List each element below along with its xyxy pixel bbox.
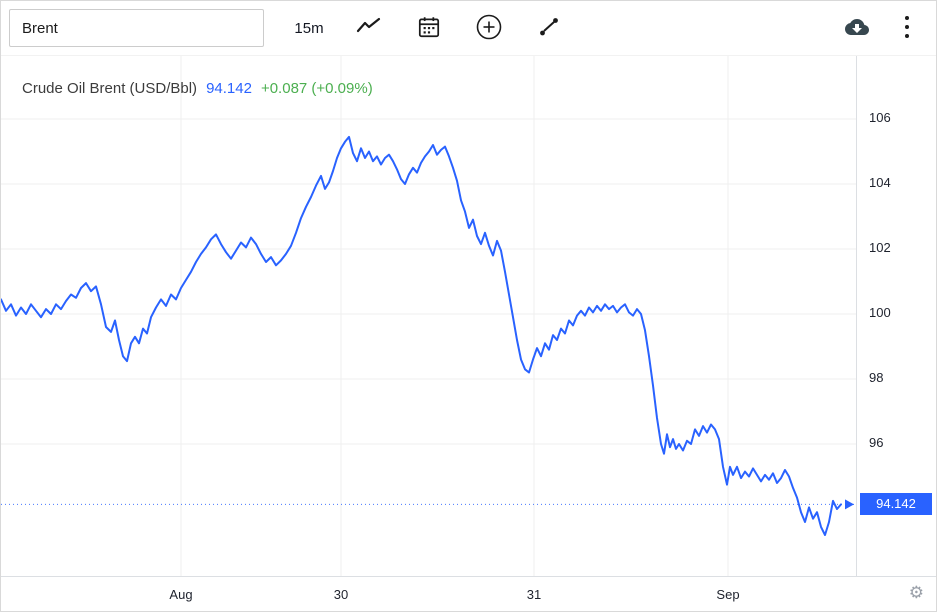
compare-add-button[interactable] bbox=[474, 10, 504, 46]
chart-type-button[interactable] bbox=[354, 10, 384, 46]
menu-button[interactable] bbox=[892, 10, 922, 46]
plus-circle-icon bbox=[475, 13, 503, 44]
last-price: 94.142 bbox=[206, 80, 252, 97]
price-tick-label: 104 bbox=[869, 175, 891, 190]
chart-title: Crude Oil Brent (USD/Bbl) bbox=[22, 80, 198, 97]
calendar-button[interactable] bbox=[414, 10, 444, 46]
calendar-icon bbox=[416, 14, 442, 43]
cloud-download-icon bbox=[842, 15, 872, 42]
toolbar: 15m bbox=[1, 1, 936, 56]
interval-button[interactable]: 15m bbox=[294, 10, 324, 46]
time-tick-label: 31 bbox=[526, 587, 542, 602]
trendline-icon bbox=[537, 15, 561, 42]
time-tick-label: Aug bbox=[169, 587, 193, 602]
toolbar-right-group bbox=[842, 10, 922, 46]
drawing-tools-button[interactable] bbox=[534, 10, 564, 46]
price-axis[interactable]: 94.142 106 104 102 100 98 96 bbox=[856, 56, 936, 576]
current-price-label: 94.142 bbox=[860, 493, 932, 516]
time-tick-label: 30 bbox=[333, 587, 349, 602]
price-tick-label: 102 bbox=[869, 240, 891, 255]
time-axis[interactable]: ⚙ Aug 30 31 Sep bbox=[1, 576, 936, 611]
download-button[interactable] bbox=[842, 10, 872, 46]
line-chart-icon bbox=[355, 15, 383, 42]
chart-plot-area[interactable] bbox=[1, 56, 856, 576]
price-change: +0.087 (+0.09%) bbox=[260, 80, 373, 97]
price-tick-label: 100 bbox=[869, 305, 891, 320]
price-tick-label: 98 bbox=[869, 370, 884, 385]
kebab-menu-icon bbox=[903, 14, 911, 43]
settings-gear-icon[interactable]: ⚙ bbox=[908, 583, 924, 602]
price-tick-label: 96 bbox=[869, 435, 884, 450]
price-tick-label: 106 bbox=[869, 110, 891, 125]
symbol-search-input[interactable] bbox=[9, 9, 264, 47]
chart-header: Crude Oil Brent (USD/Bbl) 94.142 +0.087 … bbox=[22, 80, 373, 97]
time-tick-label: Sep bbox=[716, 587, 740, 602]
